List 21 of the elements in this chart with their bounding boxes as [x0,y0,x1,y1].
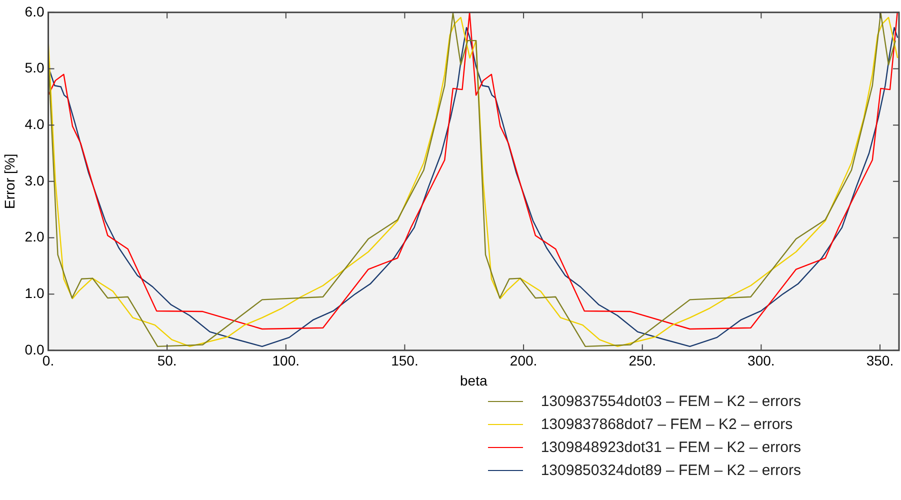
y-tick-label: 5.0 [24,60,44,76]
y-tick-label: 3.0 [24,172,44,188]
y-tick-label: 1.0 [24,284,44,301]
x-tick-label: 0. [42,352,54,369]
x-tick-label: 100. [272,352,300,369]
y-tick-label: 2.0 [24,228,44,245]
legend-label: 1309837868dot7 – FEM – K2 – errors [540,416,793,433]
x-axis-title: beta [460,372,488,388]
x-tick-label: 250. [628,352,656,369]
y-tick-label: 6.0 [24,3,44,20]
x-tick-label: 150. [391,352,418,369]
legend-label: 1309848923dot31 – FEM – K2 – errors [540,439,801,456]
x-tick-label: 200. [510,352,538,369]
x-tick-label: 50. [157,352,177,369]
y-axis-title: Error [%] [1,154,18,210]
legend-label: 1309837554dot03 – FEM – K2 – errors [540,393,801,410]
x-tick-label: 300. [748,352,775,369]
y-tick-label: 0.0 [24,341,44,358]
legend-label: 1309850324dot89 – FEM – K2 – errors [540,462,801,479]
x-tick-label: 350. [866,352,894,369]
y-tick-label: 4.0 [24,116,44,132]
